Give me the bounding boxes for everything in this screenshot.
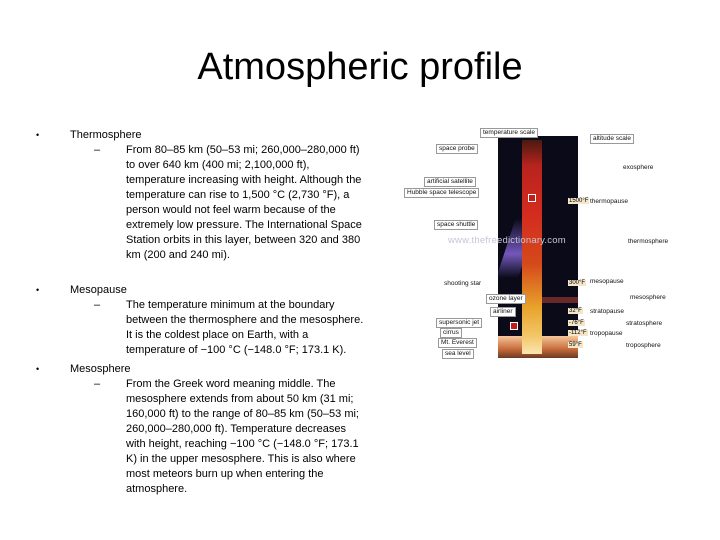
sub-bullet: – From 80–85 km (50–53 mi; 260,000–280,0…: [94, 143, 366, 263]
sub-bullet: – The temperature minimum at the boundar…: [94, 298, 366, 358]
label-hubble: Hubble space telescope: [404, 188, 480, 198]
atmosphere-diagram: www.thefreedictionary.com temperature sc…: [398, 122, 704, 362]
label-stratopause: stratopause: [590, 308, 624, 315]
bullet-heading: Mesopause: [70, 284, 127, 296]
label-thermopause: thermopause: [590, 198, 628, 205]
bullet-dot-icon: •: [36, 364, 40, 374]
bullet-dot-icon: •: [36, 285, 40, 295]
temperature-gradient-bar: [522, 140, 542, 354]
bullet-mesosphere: • Mesosphere – From the Greek word meani…: [36, 362, 366, 497]
scale-tick: 1500°F: [568, 198, 590, 204]
label-ozone-layer: ozone layer: [486, 294, 526, 304]
label-altitude-scale: altitude scale: [590, 134, 634, 144]
dash-icon: –: [94, 299, 101, 311]
label-stratosphere: stratosphere: [626, 320, 663, 327]
label-mt-everest: Mt. Everest: [438, 338, 477, 348]
label-aurora: aurora: [460, 232, 479, 239]
label-temperature-scale: temperature scale: [480, 128, 539, 138]
dash-icon: –: [94, 378, 101, 390]
satellite-marker-icon: [528, 194, 536, 202]
label-thermosphere: thermosphere: [628, 238, 669, 245]
label-troposphere: troposphere: [626, 342, 661, 349]
bullet-heading: Mesosphere: [70, 363, 131, 375]
scale-tick: 300°F: [568, 280, 587, 286]
bullet-dot-icon: •: [36, 130, 40, 140]
sub-bullet-text: From 80–85 km (50–53 mi; 260,000–280,000…: [126, 144, 362, 261]
label-mesopause: mesopause: [590, 278, 624, 285]
label-sea-level: sea level: [442, 349, 474, 359]
dash-icon: –: [94, 144, 101, 156]
sub-bullet: – From the Greek word meaning middle. Th…: [94, 377, 366, 497]
bullet-list: • Thermosphere – From 80–85 km (50–53 mi…: [36, 128, 366, 497]
scale-tick: -76°F: [568, 320, 585, 326]
label-exosphere: exosphere: [623, 164, 654, 171]
bullet-mesopause: • Mesopause – The temperature minimum at…: [36, 283, 366, 358]
sub-bullet-text: The temperature minimum at the boundary …: [126, 299, 364, 356]
bullet-thermosphere: • Thermosphere – From 80–85 km (50–53 mi…: [36, 128, 366, 263]
jet-marker-icon: [510, 322, 518, 330]
sub-bullet-text: From the Greek word meaning middle. The …: [126, 378, 359, 495]
label-shooting-star: shooting star: [444, 280, 482, 287]
label-mesosphere: mesosphere: [630, 294, 666, 301]
label-airliner: airliner: [490, 307, 516, 317]
label-supersonic-jet: supersonic jet: [436, 318, 483, 328]
watermark: www.thefreedictionary.com: [448, 235, 566, 246]
scale-tick: -112°F: [568, 330, 588, 336]
label-tropopause: tropopause: [590, 330, 623, 337]
scale-tick: 59°F: [568, 342, 583, 348]
label-space-shuttle: space shuttle: [434, 220, 479, 230]
scale-tick: 32°F: [568, 308, 583, 314]
slide-title: Atmospheric profile: [197, 46, 523, 88]
label-space-probe: space probe: [436, 144, 478, 154]
label-artificial-satellite: artificial satellite: [424, 177, 476, 187]
label-cirrus: cirrus: [440, 328, 462, 338]
bullet-heading: Thermosphere: [70, 129, 142, 141]
